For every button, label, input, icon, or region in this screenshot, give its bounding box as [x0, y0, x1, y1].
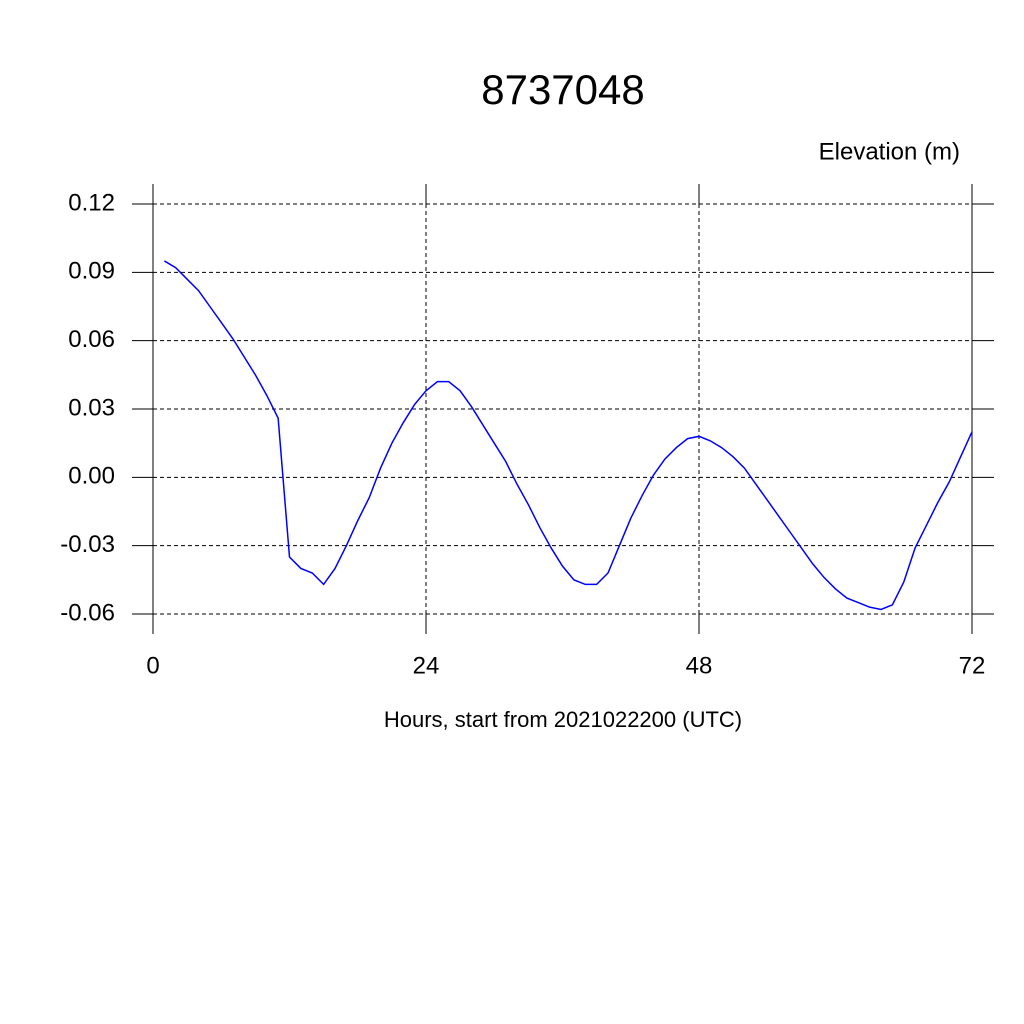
y-tick-label: 0.12 [68, 189, 115, 216]
y-tick-label: -0.06 [60, 599, 115, 626]
chart-title: 8737048 [481, 66, 645, 113]
y-tick-label: 0.09 [68, 258, 115, 285]
y-tick-label: 0.00 [68, 463, 115, 490]
x-tick-label: 72 [959, 652, 986, 679]
y-tick-label: 0.06 [68, 326, 115, 353]
x-tick-label: 48 [686, 652, 713, 679]
x-tick-label: 0 [146, 652, 159, 679]
axis-title: Elevation (m) [819, 138, 960, 165]
x-axis-title: Hours, start from 2021022200 (UTC) [384, 707, 742, 732]
data-line [163, 260, 973, 611]
y-tick-label: 0.03 [68, 394, 115, 421]
y-tick-label: -0.03 [60, 531, 115, 558]
x-tick-label: 24 [413, 652, 440, 679]
